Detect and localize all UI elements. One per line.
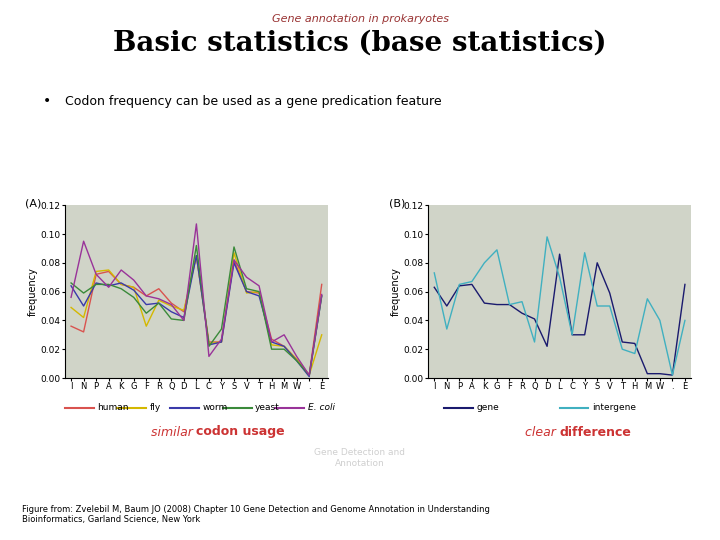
Text: human: human bbox=[97, 403, 129, 412]
Text: yeast: yeast bbox=[255, 403, 280, 412]
Text: Codon frequency can be used as a gene predication feature: Codon frequency can be used as a gene pr… bbox=[65, 94, 441, 107]
Text: worm: worm bbox=[202, 403, 228, 412]
Text: Gene Detection and
Annotation: Gene Detection and Annotation bbox=[315, 448, 405, 468]
Y-axis label: frequency: frequency bbox=[391, 267, 401, 316]
Text: Gene annotation in prokaryotes: Gene annotation in prokaryotes bbox=[271, 14, 449, 24]
Text: similar: similar bbox=[150, 426, 197, 438]
Text: E. coli: E. coli bbox=[307, 403, 335, 412]
Text: gene: gene bbox=[477, 403, 500, 412]
Text: (A): (A) bbox=[25, 198, 42, 208]
Text: clear: clear bbox=[525, 426, 559, 438]
Text: difference: difference bbox=[559, 426, 631, 438]
Text: •: • bbox=[43, 94, 51, 109]
Text: codon usage: codon usage bbox=[197, 426, 285, 438]
Y-axis label: frequency: frequency bbox=[28, 267, 37, 316]
Text: Basic statistics (base statistics): Basic statistics (base statistics) bbox=[113, 30, 607, 57]
Text: (B): (B) bbox=[389, 198, 405, 208]
Text: fly: fly bbox=[150, 403, 161, 412]
Text: intergene: intergene bbox=[592, 403, 636, 412]
Text: Figure from: Zvelebil M, Baum JO (2008) Chapter 10 Gene Detection and Genome Ann: Figure from: Zvelebil M, Baum JO (2008) … bbox=[22, 505, 490, 524]
